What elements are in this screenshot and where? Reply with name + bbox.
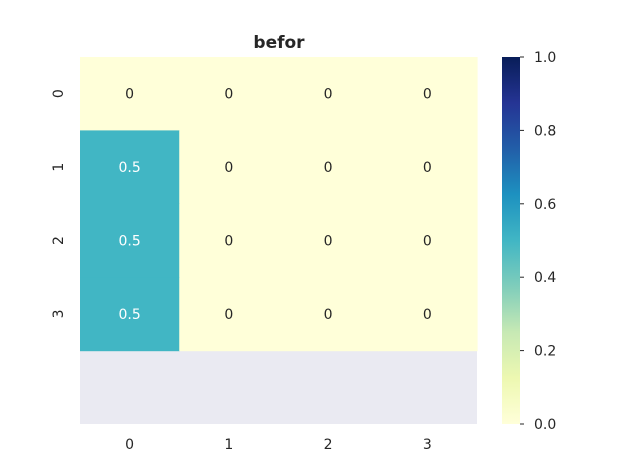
cell-value-label: 0.5 (118, 307, 140, 323)
heatmap-cell (179, 277, 280, 352)
cell-value-label: 0 (324, 307, 333, 323)
heatmap-cell (278, 203, 379, 278)
colorbar-tick-label: 0.8 (534, 123, 556, 139)
cell-value-label: 0 (423, 160, 432, 176)
x-tick-label: 2 (324, 437, 333, 453)
colorbar-tick-label: 1.0 (534, 50, 556, 66)
cell-value-label: 0 (324, 160, 333, 176)
cell-value-label: 0 (423, 234, 432, 250)
x-tick-label: 0 (125, 437, 134, 453)
cell-value-label: 0 (423, 87, 432, 103)
y-tick-label: 3 (51, 309, 67, 318)
colorbar-tick-label: 0.4 (534, 270, 556, 286)
cell-value-label: 0 (224, 87, 233, 103)
heatmap-cell (179, 130, 280, 205)
colorbar-tick-label: 0.0 (534, 417, 556, 433)
chart-title: befor (253, 33, 305, 53)
cell-labels: 0 0 0 0 0.5 0 0 0 0.5 0 0 0 0.5 0 0 0 (118, 87, 431, 323)
cell-value-label: 0 (324, 87, 333, 103)
heatmap-cell (278, 277, 379, 352)
x-tick-label: 1 (224, 437, 233, 453)
cell-value-label: 0 (423, 307, 432, 323)
x-tick-labels: 0 1 2 3 (125, 437, 432, 453)
heatmap-cells (80, 57, 478, 352)
heatmap-cell (278, 57, 379, 131)
heatmap-cell (179, 57, 280, 131)
cell-value-label: 0.5 (118, 234, 140, 250)
y-tick-label: 1 (51, 163, 67, 172)
heatmap-cell (377, 203, 478, 278)
heatmap-cell (377, 277, 478, 352)
heatmap-cell (80, 203, 180, 278)
x-tick-label: 3 (423, 437, 432, 453)
heatmap-cell (80, 57, 180, 131)
cell-value-label: 0 (224, 160, 233, 176)
heatmap-cell (80, 277, 180, 352)
colorbar (502, 57, 520, 424)
y-tick-label: 0 (51, 89, 67, 98)
colorbar-tick-label: 0.2 (534, 344, 556, 360)
cell-value-label: 0 (224, 307, 233, 323)
colorbar-tick-label: 0.6 (534, 197, 556, 213)
cell-value-label: 0.5 (118, 160, 140, 176)
heatmap-cell (80, 130, 180, 205)
cell-value-label: 0 (125, 87, 134, 103)
cell-value-label: 0 (324, 234, 333, 250)
heatmap-cell (278, 130, 379, 205)
colorbar-ticks: 0.0 0.2 0.4 0.6 0.8 1.0 (520, 50, 556, 433)
cell-value-label: 0 (224, 234, 233, 250)
heatmap-cell (377, 130, 478, 205)
y-tick-labels: 0 1 2 3 (51, 89, 67, 318)
y-tick-label: 2 (51, 236, 67, 245)
heatmap-cell (179, 203, 280, 278)
heatmap-cell (377, 57, 478, 131)
